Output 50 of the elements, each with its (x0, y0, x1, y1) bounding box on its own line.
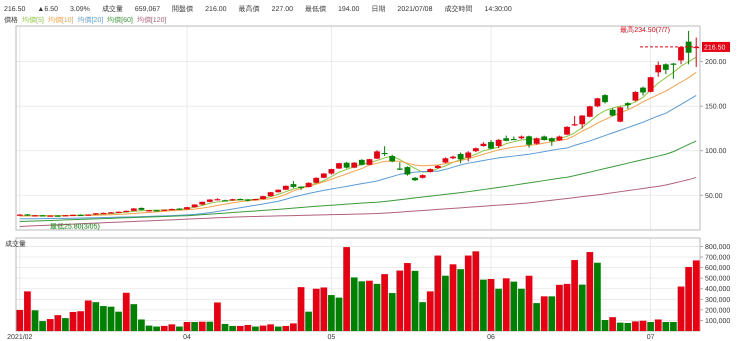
bar (374, 284, 380, 331)
candlestick (686, 30, 692, 65)
line-series (19, 94, 697, 220)
candlestick (662, 62, 669, 75)
bar (586, 252, 594, 331)
bar (122, 292, 130, 331)
candlestick (458, 152, 464, 164)
bar (214, 302, 221, 331)
bar (495, 288, 502, 331)
bar (442, 276, 449, 331)
candlestick (579, 114, 586, 129)
candlestick (632, 90, 638, 102)
candlestick (586, 105, 593, 118)
bar (388, 293, 396, 331)
bar (305, 312, 312, 331)
bar (609, 317, 616, 331)
bar (480, 280, 487, 331)
bar (176, 326, 183, 331)
candlestick (648, 76, 654, 93)
candlestick (594, 97, 600, 108)
candlestick (404, 166, 410, 176)
candlestick (602, 94, 608, 104)
bar (647, 322, 654, 331)
bar (274, 326, 282, 331)
bar (578, 284, 586, 331)
candlestick (670, 62, 676, 80)
bar (533, 303, 540, 331)
bar (502, 278, 510, 331)
bar (366, 280, 373, 331)
bar (540, 296, 548, 331)
candlestick (526, 135, 532, 148)
bar (488, 279, 494, 331)
bar (526, 276, 532, 331)
bar (654, 319, 662, 331)
candlestick (488, 140, 494, 150)
bar (62, 318, 69, 331)
bar (381, 274, 388, 331)
bar (206, 322, 214, 331)
bar (252, 326, 259, 331)
candlestick (617, 106, 624, 123)
bar (198, 322, 206, 331)
candlestick (655, 61, 662, 78)
bar (548, 296, 556, 331)
candlestick (465, 150, 472, 162)
bar (457, 269, 464, 331)
bar (343, 247, 350, 331)
bar (191, 322, 198, 331)
bar (450, 264, 456, 331)
line-series (19, 140, 697, 222)
bar (184, 322, 190, 331)
